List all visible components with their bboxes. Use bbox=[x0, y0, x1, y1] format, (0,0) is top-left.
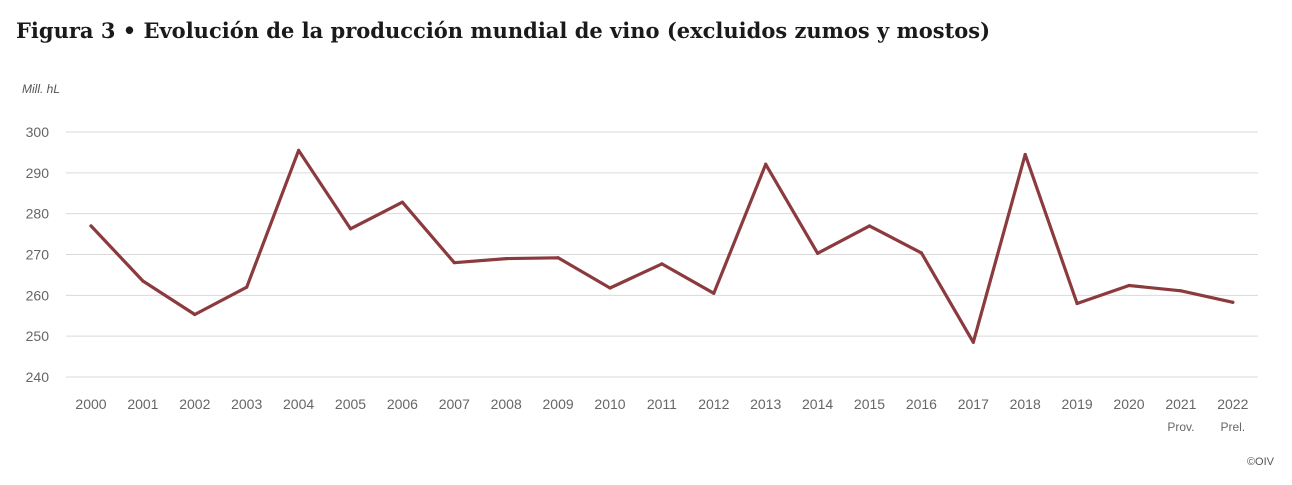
y-tick-label-300: 300 bbox=[26, 124, 50, 140]
y-tick-label-250: 250 bbox=[26, 328, 50, 344]
data-point-2008 bbox=[504, 256, 508, 261]
x-tick-label-2014: 2014 bbox=[802, 396, 833, 412]
x-tick-label-2001: 2001 bbox=[127, 396, 158, 412]
x-tick-sublabel-2022: Prel. bbox=[1220, 420, 1245, 434]
data-point-2010 bbox=[608, 286, 612, 290]
x-tick-label-2020: 2020 bbox=[1113, 396, 1144, 412]
y-tick-label-260: 260 bbox=[26, 287, 50, 303]
y-axis-unit-label: Mill. hL bbox=[22, 82, 61, 96]
data-point-2011 bbox=[660, 262, 664, 266]
y-tick-label-270: 270 bbox=[26, 247, 50, 263]
data-point-2002 bbox=[193, 312, 197, 317]
x-tick-label-2000: 2000 bbox=[75, 396, 106, 412]
data-point-2017 bbox=[971, 340, 975, 344]
x-tick-label-2017: 2017 bbox=[958, 396, 989, 412]
data-point-2000 bbox=[89, 224, 93, 228]
data-point-2012 bbox=[712, 291, 716, 295]
data-point-2022 bbox=[1231, 300, 1235, 304]
x-tick-label-2015: 2015 bbox=[854, 396, 885, 412]
data-point-2014 bbox=[816, 251, 820, 255]
x-tick-label-2021: 2021 bbox=[1165, 396, 1196, 412]
x-tick-label-2005: 2005 bbox=[335, 396, 366, 412]
data-point-2001 bbox=[141, 279, 145, 283]
x-tick-label-2007: 2007 bbox=[439, 396, 470, 412]
x-tick-label-2003: 2003 bbox=[231, 396, 262, 412]
data-point-2020 bbox=[1127, 283, 1131, 288]
x-tick-label-2006: 2006 bbox=[387, 396, 418, 412]
x-tick-label-2018: 2018 bbox=[1010, 396, 1041, 412]
data-point-2009 bbox=[556, 256, 560, 260]
x-tick-label-2011: 2011 bbox=[647, 396, 677, 412]
data-point-2003 bbox=[245, 285, 249, 289]
data-point-2013 bbox=[764, 162, 768, 166]
data-point-2015 bbox=[867, 224, 872, 228]
x-tick-label-2004: 2004 bbox=[283, 396, 314, 412]
x-tick-label-2010: 2010 bbox=[594, 396, 625, 412]
x-tick-label-2016: 2016 bbox=[906, 396, 937, 412]
y-tick-label-290: 290 bbox=[26, 165, 50, 181]
y-tick-label-240: 240 bbox=[26, 369, 50, 385]
x-tick-label-2008: 2008 bbox=[491, 396, 522, 412]
data-point-2004 bbox=[297, 148, 301, 152]
x-tick-label-2012: 2012 bbox=[698, 396, 729, 412]
x-tick-label-2022: 2022 bbox=[1217, 396, 1248, 412]
copyright-credit: ©OIV bbox=[1246, 456, 1274, 468]
data-point-2005 bbox=[348, 227, 353, 231]
x-tick-label-2019: 2019 bbox=[1062, 396, 1093, 412]
data-point-2006 bbox=[400, 200, 404, 204]
x-tick-sublabel-2021: Prov. bbox=[1167, 420, 1194, 434]
data-point-2021 bbox=[1179, 289, 1183, 293]
data-point-2019 bbox=[1075, 301, 1079, 306]
x-tick-label-2009: 2009 bbox=[543, 396, 574, 412]
chart-title: Figura 3 • Evolución de la producción mu… bbox=[16, 18, 991, 43]
series-line-0 bbox=[89, 148, 1235, 344]
y-tick-label-280: 280 bbox=[26, 206, 50, 222]
data-point-2007 bbox=[452, 261, 456, 265]
data-point-2016 bbox=[919, 251, 924, 255]
x-tick-label-2013: 2013 bbox=[750, 396, 781, 412]
data-point-2018 bbox=[1023, 152, 1027, 157]
x-tick-label-2002: 2002 bbox=[179, 396, 210, 412]
